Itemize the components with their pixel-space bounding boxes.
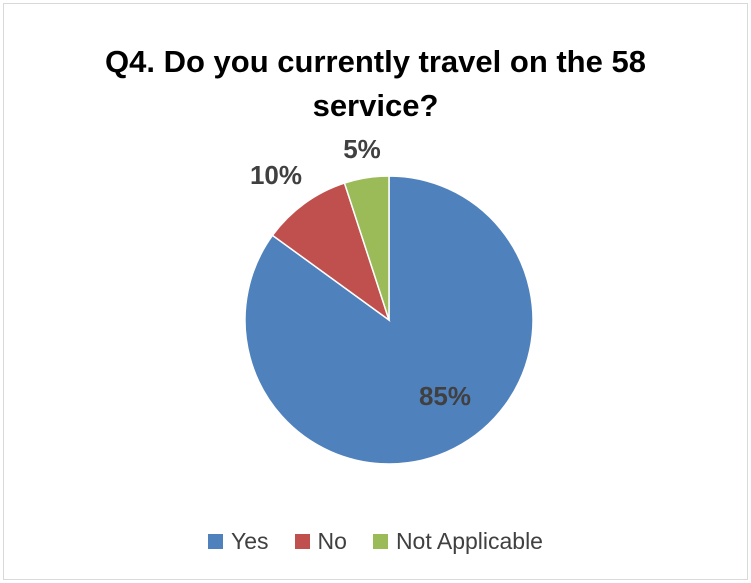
legend-label-no: No: [317, 528, 347, 554]
data-label-yes: 85%: [419, 381, 471, 411]
legend-label-yes: Yes: [231, 528, 269, 554]
pie-slices: [244, 175, 534, 465]
legend-label-not-applicable: Not Applicable: [395, 528, 543, 554]
data-label-no: 10%: [250, 160, 302, 190]
legend-item-not-applicable[interactable]: Not Applicable: [372, 528, 543, 555]
legend-swatch-yes: [208, 534, 223, 549]
legend-item-yes[interactable]: Yes: [208, 528, 269, 555]
legend-item-no[interactable]: No: [294, 528, 347, 555]
chart-title-line-1: Q4. Do you currently travel on the 58: [105, 44, 646, 79]
legend-swatch-no: [294, 534, 310, 549]
chart-title-line-2: service?: [312, 88, 439, 123]
legend-swatch-not-applicable: [372, 534, 388, 549]
pie-data-labels: 85% 10% 5%: [250, 134, 471, 411]
chart-legend: Yes No Not Applicable: [0, 528, 751, 555]
pie-slice-no[interactable]: [271, 182, 391, 322]
chart-title: Q4. Do you currently travel on the 58 se…: [4, 40, 747, 128]
pie-slice-not-applicable[interactable]: [343, 175, 390, 321]
data-label-not-applicable: 5%: [343, 134, 381, 164]
pie-slice-yes[interactable]: [244, 175, 534, 465]
